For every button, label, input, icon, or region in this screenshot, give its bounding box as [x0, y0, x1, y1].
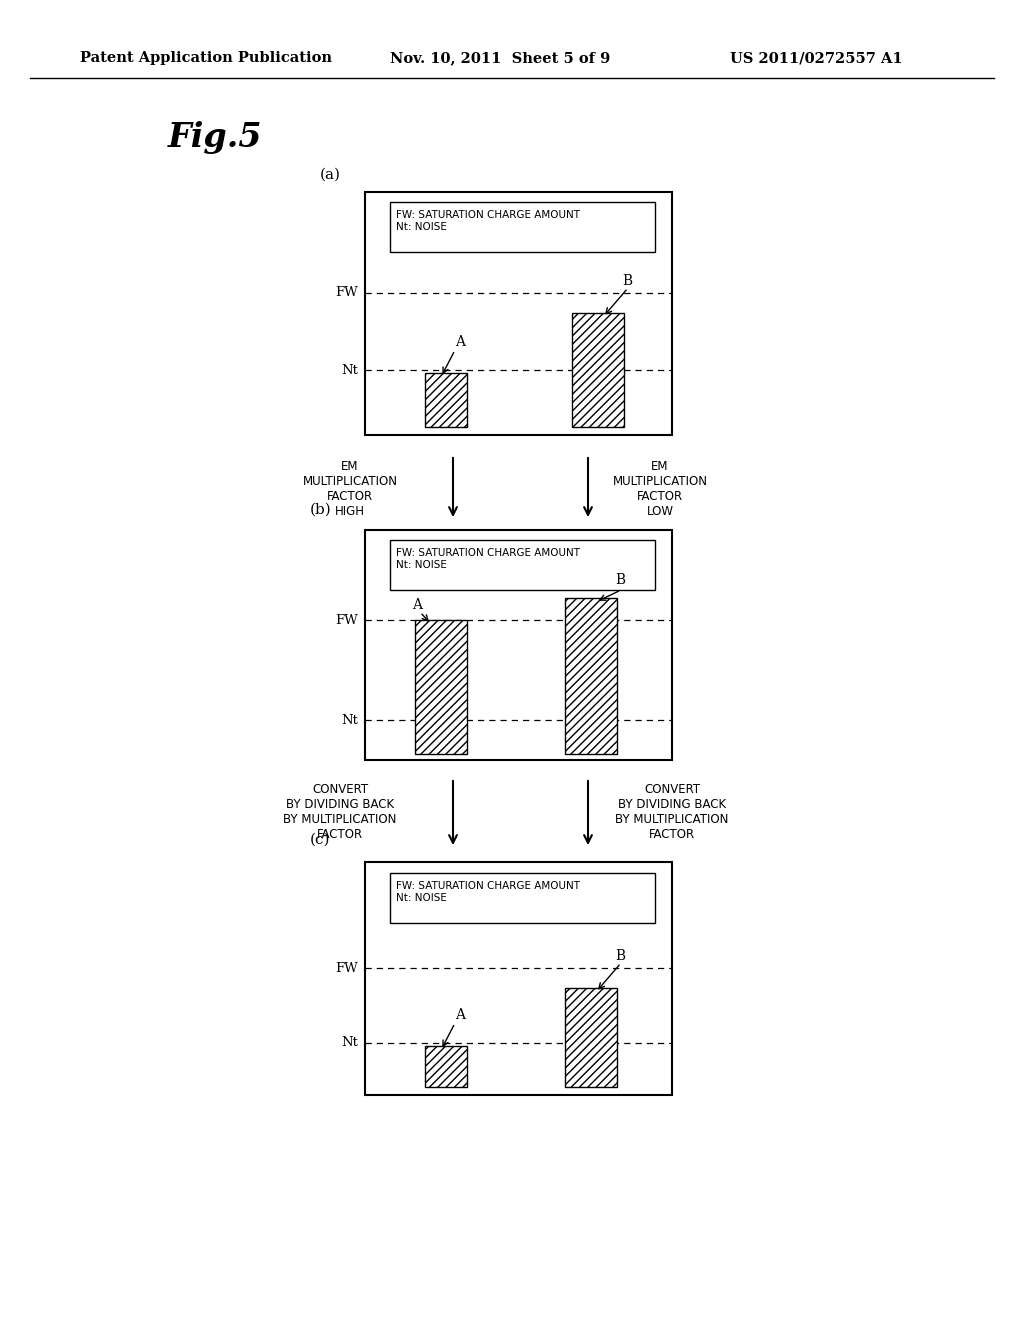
Text: FW: SATURATION CHARGE AMOUNT
Nt: NOISE: FW: SATURATION CHARGE AMOUNT Nt: NOISE	[396, 548, 580, 570]
Bar	[390, 540, 655, 590]
Text: B: B	[615, 949, 625, 964]
Text: A: A	[455, 335, 465, 348]
Text: Fig.5: Fig.5	[168, 121, 262, 154]
Text: Nt: Nt	[341, 1036, 358, 1049]
Text: EM
MULTIPLICATION
FACTOR
LOW: EM MULTIPLICATION FACTOR LOW	[612, 459, 708, 517]
Bar	[565, 598, 617, 754]
Text: A: A	[455, 1008, 465, 1022]
Text: B: B	[622, 275, 632, 288]
Bar	[365, 191, 672, 436]
Bar	[390, 202, 655, 252]
Text: Nov. 10, 2011  Sheet 5 of 9: Nov. 10, 2011 Sheet 5 of 9	[390, 51, 610, 65]
Text: FW: SATURATION CHARGE AMOUNT
Nt: NOISE: FW: SATURATION CHARGE AMOUNT Nt: NOISE	[396, 880, 580, 903]
Text: Nt: Nt	[341, 363, 358, 376]
Text: FW: FW	[335, 961, 358, 974]
Text: (c): (c)	[310, 833, 331, 847]
Text: Patent Application Publication: Patent Application Publication	[80, 51, 332, 65]
Bar	[390, 873, 655, 923]
Text: FW: FW	[335, 614, 358, 627]
Bar	[425, 374, 467, 426]
Bar	[572, 313, 624, 426]
Text: (b): (b)	[310, 503, 332, 517]
Bar	[415, 620, 467, 754]
Text: FW: SATURATION CHARGE AMOUNT
Nt: NOISE: FW: SATURATION CHARGE AMOUNT Nt: NOISE	[396, 210, 580, 231]
Text: A: A	[412, 598, 422, 612]
Bar	[365, 531, 672, 760]
Text: FW: FW	[335, 286, 358, 300]
Text: (a): (a)	[319, 168, 341, 182]
Text: CONVERT
BY DIVIDING BACK
BY MULTIPLICATION
FACTOR: CONVERT BY DIVIDING BACK BY MULTIPLICATI…	[284, 783, 396, 841]
Text: Nt: Nt	[341, 714, 358, 726]
Text: EM
MULTIPLICATION
FACTOR
HIGH: EM MULTIPLICATION FACTOR HIGH	[302, 459, 397, 517]
Bar	[425, 1045, 467, 1086]
Text: B: B	[615, 573, 625, 587]
Bar	[565, 987, 617, 1086]
Text: CONVERT
BY DIVIDING BACK
BY MULTIPLICATION
FACTOR: CONVERT BY DIVIDING BACK BY MULTIPLICATI…	[615, 783, 729, 841]
Text: US 2011/0272557 A1: US 2011/0272557 A1	[730, 51, 902, 65]
Bar	[365, 862, 672, 1096]
